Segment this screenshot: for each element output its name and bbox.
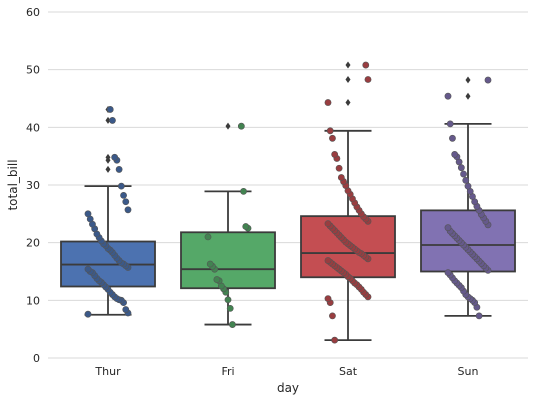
x-tick-label: Sat xyxy=(339,365,358,378)
strip-point xyxy=(326,127,334,135)
strip-point xyxy=(446,120,454,128)
outlier-marker xyxy=(465,76,471,84)
strip-point xyxy=(449,134,456,142)
strip-point xyxy=(460,170,467,178)
strip-point xyxy=(451,151,459,158)
strip-point xyxy=(120,191,127,199)
y-tick-label: 10 xyxy=(26,294,40,307)
x-tick-label: Thur xyxy=(94,365,121,378)
strip-point xyxy=(324,99,332,106)
y-tick-label: 20 xyxy=(26,237,40,250)
strip-point xyxy=(106,106,114,113)
y-axis-label: total_bill xyxy=(6,159,20,210)
strip-point xyxy=(444,269,452,277)
strip-point xyxy=(324,257,332,264)
box-body xyxy=(420,209,516,273)
strip-point xyxy=(444,224,452,232)
points-layer xyxy=(84,61,492,344)
strip-point xyxy=(206,260,214,268)
y-tick-label: 50 xyxy=(26,64,40,77)
strip-point xyxy=(329,134,336,142)
strip-point xyxy=(324,295,332,303)
strip-point xyxy=(111,153,119,161)
strip-point xyxy=(337,174,345,181)
strip-point xyxy=(362,61,370,69)
strip-point xyxy=(237,122,245,130)
strip-point xyxy=(122,198,130,206)
outlier-marker xyxy=(345,61,351,69)
strip-point xyxy=(464,182,472,190)
outlier-marker xyxy=(105,116,111,124)
strip-point xyxy=(364,76,372,83)
strip-point xyxy=(475,312,483,320)
strip-point xyxy=(457,164,465,172)
x-axis-label: day xyxy=(277,381,299,395)
strip-point xyxy=(329,312,336,320)
y-tick-label: 0 xyxy=(33,352,40,365)
strip-point xyxy=(444,92,452,100)
outlier-marker xyxy=(345,99,351,107)
box-sun xyxy=(420,76,516,317)
outlier-marker xyxy=(465,92,471,100)
strip-point xyxy=(240,187,247,195)
strip-point xyxy=(84,210,92,218)
strip-point xyxy=(117,182,125,190)
box-fri xyxy=(180,122,276,326)
strip-point xyxy=(462,176,470,184)
strip-point xyxy=(226,305,234,312)
y-tick-label: 40 xyxy=(26,121,40,134)
strip-point xyxy=(124,206,132,214)
strip-point xyxy=(331,151,339,158)
outlier-marker xyxy=(225,122,231,130)
strip-point xyxy=(109,117,116,124)
strip-point xyxy=(484,76,492,84)
box-body xyxy=(180,231,276,290)
x-tick-label: Fri xyxy=(221,365,234,378)
outlier-marker xyxy=(105,153,111,161)
strip-point xyxy=(242,223,250,230)
strip-point xyxy=(204,233,212,241)
y-tick-label: 60 xyxy=(26,6,40,19)
strip-point xyxy=(115,166,123,173)
y-tick-labels: 0 10 20 30 40 50 60 xyxy=(26,6,40,365)
strip-point xyxy=(324,220,332,228)
strip-point xyxy=(122,306,130,313)
strip-point xyxy=(84,265,92,273)
strip-point xyxy=(335,164,343,172)
x-tick-labels: Thur Fri Sat Sun xyxy=(94,365,478,378)
strip-point xyxy=(213,276,221,283)
strip-point xyxy=(331,336,339,344)
strip-point xyxy=(229,321,236,328)
x-tick-label: Sun xyxy=(458,365,479,378)
y-tick-label: 30 xyxy=(26,179,40,192)
strip-point xyxy=(84,310,92,318)
outlier-marker xyxy=(105,165,111,173)
strip-point xyxy=(224,296,232,304)
outlier-marker xyxy=(345,75,351,83)
